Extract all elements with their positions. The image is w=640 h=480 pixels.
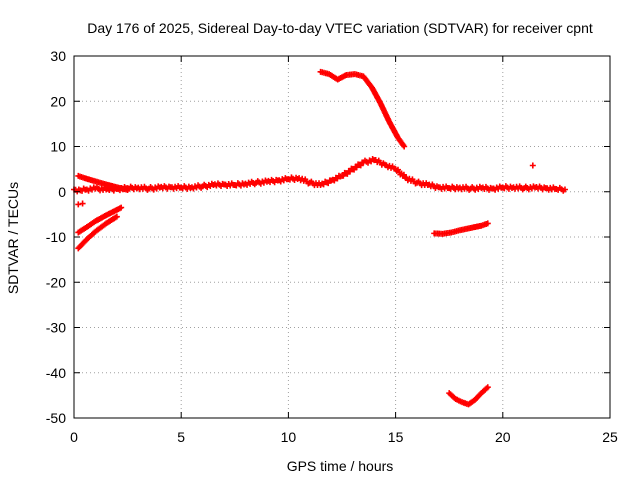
series-early-arc xyxy=(75,172,131,193)
tick-layer: 0 5 10 15 20 25 -50 -40 -30 -20 -10 0 10 20 30 xyxy=(46,48,618,445)
y-tick-label: -20 xyxy=(46,274,66,290)
y-tick-label: -50 xyxy=(46,410,66,426)
data-point xyxy=(118,204,125,211)
y-tick-label: -10 xyxy=(46,229,66,245)
y-tick-label: 30 xyxy=(50,48,66,64)
series-lower-arc-b xyxy=(75,213,120,252)
series-isolated xyxy=(75,162,536,208)
x-tick-label: 15 xyxy=(388,429,404,445)
y-axis-label: SDTVAR / TECUs xyxy=(5,182,21,294)
x-tick-label: 0 xyxy=(70,429,78,445)
series-main-band xyxy=(71,155,568,195)
grid-layer xyxy=(74,56,610,418)
data-point xyxy=(79,200,86,207)
y-tick-label: -40 xyxy=(46,365,66,381)
x-tick-label: 10 xyxy=(281,429,297,445)
series-upper-arc xyxy=(317,68,408,150)
data-point xyxy=(402,174,409,181)
x-axis-label: GPS time / hours xyxy=(287,458,394,474)
y-tick-label: 20 xyxy=(50,93,66,109)
data-point xyxy=(529,162,536,169)
series-deep-arc xyxy=(446,384,491,408)
data-point xyxy=(484,384,491,391)
data-layer xyxy=(71,68,568,408)
y-tick-label: 0 xyxy=(58,184,66,200)
x-tick-label: 25 xyxy=(602,429,618,445)
data-point xyxy=(124,186,131,193)
series-lower-arc-a xyxy=(75,204,125,236)
y-tick-label: -30 xyxy=(46,320,66,336)
chart-title: Day 176 of 2025, Sidereal Day-to-day VTE… xyxy=(87,20,593,36)
data-point xyxy=(561,186,568,193)
data-point xyxy=(113,213,120,220)
data-point xyxy=(401,143,408,150)
x-tick-label: 5 xyxy=(177,429,185,445)
series-mid-segment xyxy=(431,220,491,237)
y-tick-label: 10 xyxy=(50,139,66,155)
data-point xyxy=(75,201,82,208)
data-point xyxy=(484,220,491,227)
x-tick-label: 20 xyxy=(495,429,511,445)
